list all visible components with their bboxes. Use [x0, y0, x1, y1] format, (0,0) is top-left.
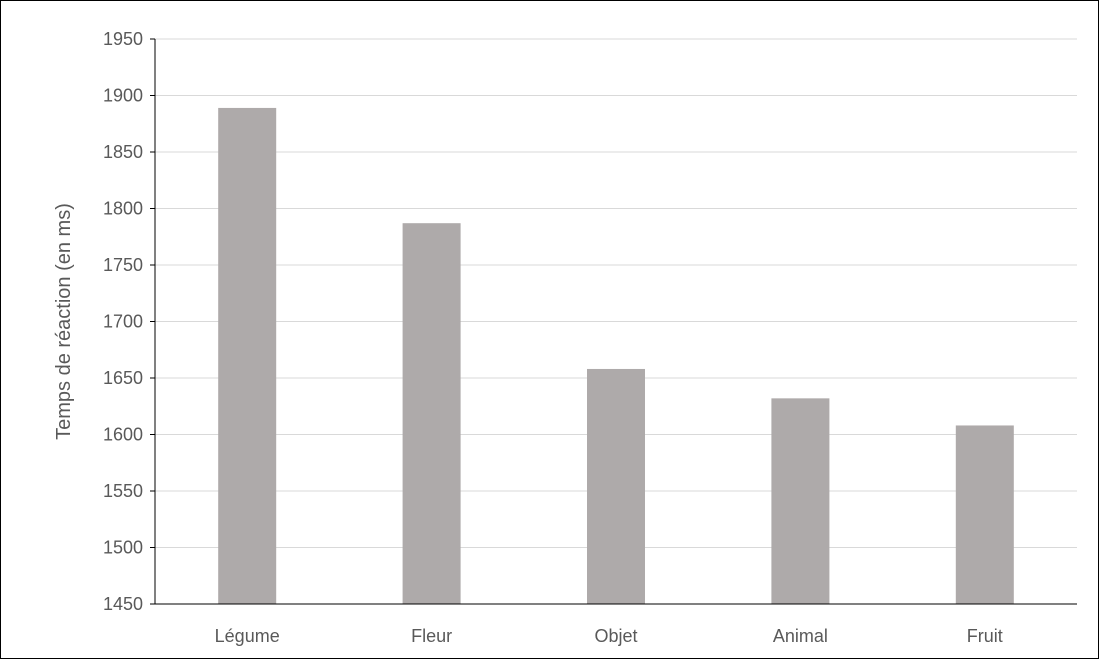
bar-animal: [771, 398, 830, 604]
x-tick-label-animal: Animal: [773, 626, 828, 646]
y-tick-labels: 1450 1500 1550 1600 1650 1700 1750 1800 1850 1900…: [103, 29, 143, 614]
axes: [150, 38, 1077, 605]
y-tick-label-1750: 1750: [103, 255, 143, 275]
x-tick-label-fruit: Fruit: [967, 626, 1003, 646]
y-tick-label-1850: 1850: [103, 142, 143, 162]
y-tick-label-1650: 1650: [103, 368, 143, 388]
y-tick-label-1700: 1700: [103, 312, 143, 332]
bar-objet: [587, 368, 645, 604]
x-tick-label-légume: Légume: [215, 626, 280, 646]
bar-légume: [218, 107, 277, 605]
x-tick-labels: Légume Fleur Objet Animal Fruit: [215, 626, 1003, 646]
y-tick-label-1900: 1900: [103, 86, 143, 106]
bars: [218, 107, 1014, 605]
bar-fleur: [402, 223, 461, 604]
y-tick-label-1600: 1600: [103, 425, 143, 445]
x-tick-label-fleur: Fleur: [411, 626, 452, 646]
x-tick-label-objet: Objet: [594, 626, 637, 646]
y-tick-label-1500: 1500: [103, 538, 143, 558]
bar-fruit: [955, 425, 1014, 604]
y-tick-label-1550: 1550: [103, 481, 143, 501]
y-tick-label-1950: 1950: [103, 29, 143, 49]
y-tick-label-1800: 1800: [103, 199, 143, 219]
gridlines: [155, 38, 1077, 548]
y-axis-title: Temps de réaction (en ms): [53, 203, 75, 440]
y-tick-label-1450: 1450: [103, 594, 143, 614]
